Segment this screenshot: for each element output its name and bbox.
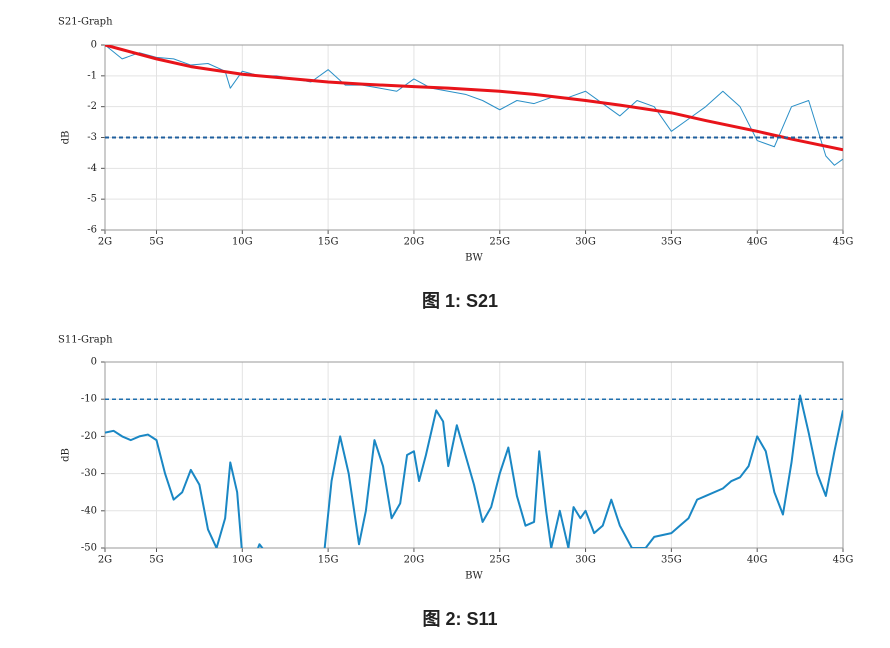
chart: S21-Graph 2G 5G 10G 15G 20G 25G 30G 35G 40G 45G 0 -1…: [58, 17, 853, 311]
chart-title: S21-Graph: [58, 17, 113, 28]
y-tick-label: -3: [87, 132, 97, 143]
x-tick-label: 30G: [575, 555, 596, 566]
x-tick-label: 15G: [318, 237, 339, 248]
x-tick-label: 30G: [575, 237, 596, 248]
chart: S11-Graph 2G 5G 10G 15G 20G 25G 30G 35G 40G 45G 0 -1…: [58, 335, 853, 629]
x-tick-label: 35G: [661, 237, 682, 248]
x-tick-label: 25G: [489, 555, 510, 566]
y-tick-label: -4: [87, 163, 97, 174]
x-tick-label: 2G: [98, 555, 112, 566]
y-tick-label: -2: [87, 101, 97, 112]
x-tick-label: 10G: [232, 555, 253, 566]
y-tick-label: 0: [91, 40, 97, 51]
x-tick-label: 20G: [404, 555, 425, 566]
x-axis-label: BW: [465, 571, 483, 582]
x-tick-label: 25G: [489, 237, 510, 248]
x-tick-label: 5G: [149, 555, 163, 566]
y-tick-label: -6: [87, 225, 97, 236]
x-tick-label: 20G: [404, 237, 425, 248]
y-tick-label: -10: [81, 394, 97, 405]
y-tick-label: -5: [87, 194, 97, 205]
x-tick-label: 40G: [747, 555, 768, 566]
y-tick-label: 0: [91, 357, 97, 368]
x-axis-label: BW: [465, 253, 483, 264]
x-tick-label: 15G: [318, 555, 339, 566]
y-axis-label: dB: [61, 131, 72, 145]
caption: 图 2: S11: [422, 609, 497, 629]
series-line: [105, 45, 843, 166]
y-tick-label: -30: [81, 468, 97, 479]
x-tick-label: 10G: [232, 237, 253, 248]
y-axis-label: dB: [61, 448, 72, 462]
x-tick-label: 35G: [661, 555, 682, 566]
plot-border: [104, 361, 844, 549]
x-tick-label: 45G: [833, 237, 854, 248]
y-tick-label: -20: [81, 431, 97, 442]
y-tick-label: -50: [81, 543, 97, 554]
caption: 图 1: S21: [422, 291, 498, 311]
x-tick-label: 5G: [149, 237, 163, 248]
y-tick-label: -1: [87, 70, 97, 81]
x-tick-label: 40G: [747, 237, 768, 248]
series-line: [105, 45, 843, 152]
x-tick-label: 45G: [833, 555, 854, 566]
y-tick-label: -40: [81, 505, 97, 516]
series-line: [105, 394, 843, 548]
chart-title: S11-Graph: [58, 335, 113, 346]
x-tick-label: 2G: [98, 237, 112, 248]
